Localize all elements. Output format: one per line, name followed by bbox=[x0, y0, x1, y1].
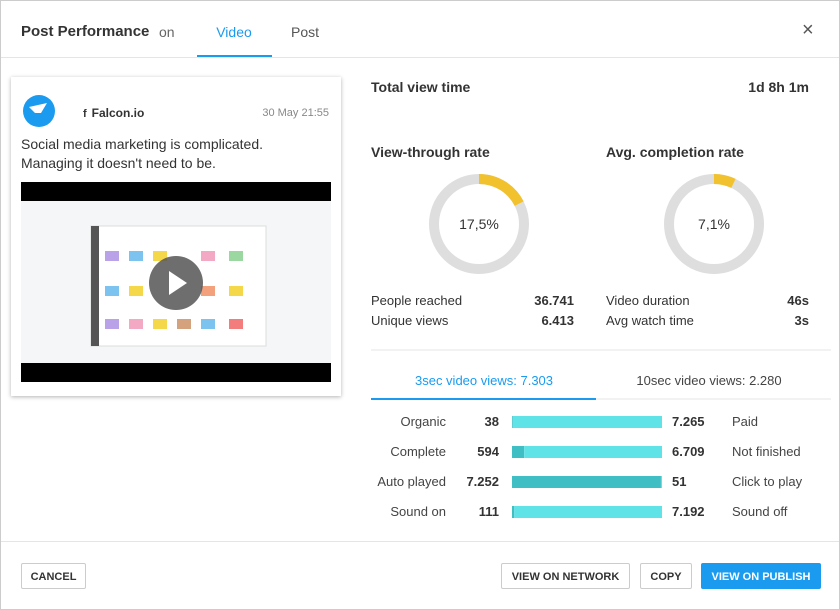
thumb-tiles bbox=[105, 251, 243, 329]
stat-value: 1d 8h 1m bbox=[748, 79, 809, 95]
view-tab[interactable]: 10sec video views: 2.280 bbox=[636, 373, 782, 388]
close-button[interactable]: × bbox=[802, 19, 814, 41]
split-value: 7.252 bbox=[466, 474, 499, 489]
bar-left bbox=[512, 416, 513, 428]
network-name: f Falcon.io bbox=[83, 106, 145, 120]
donut-label: 17,5% bbox=[459, 216, 499, 232]
bar-left bbox=[512, 476, 661, 488]
split-name: Not finished bbox=[732, 444, 801, 459]
split-name: Organic bbox=[400, 414, 446, 429]
rate-title: View-through rate bbox=[371, 144, 490, 160]
divider bbox=[1, 541, 839, 542]
split-value: 38 bbox=[484, 414, 499, 429]
divider bbox=[1, 57, 839, 58]
split-value: 6.709 bbox=[672, 444, 705, 459]
donut-arc bbox=[664, 174, 764, 274]
stat-value: 46s bbox=[787, 293, 809, 308]
play-icon bbox=[169, 271, 187, 295]
bar-right bbox=[514, 506, 662, 518]
post-date: 30 May 21:55 bbox=[262, 107, 329, 119]
split-name: Paid bbox=[732, 414, 759, 429]
split-name: Click to play bbox=[732, 474, 803, 489]
video-thumb bbox=[91, 226, 99, 346]
label: on bbox=[159, 24, 175, 40]
donut-label: 7,1% bbox=[698, 216, 730, 232]
stat-label: Total view time bbox=[371, 79, 471, 95]
logo-mark bbox=[29, 103, 47, 113]
split-name: Sound off bbox=[732, 504, 788, 519]
split-name: Sound on bbox=[390, 504, 446, 519]
video-bar bbox=[21, 182, 331, 201]
network: Falcon.io bbox=[91, 106, 145, 120]
split-value: 111 bbox=[478, 504, 499, 519]
bar-left bbox=[512, 446, 525, 458]
video-bar bbox=[21, 363, 331, 382]
cancel-button[interactable]: CANCEL bbox=[21, 563, 86, 589]
stat-name: Video duration bbox=[606, 293, 690, 308]
stat-value: 3s bbox=[794, 313, 809, 328]
split-value: 594 bbox=[477, 444, 499, 459]
rate-title: Avg. completion rate bbox=[606, 144, 744, 160]
donut-arc bbox=[429, 174, 529, 274]
action-button[interactable]: VIEW ON NETWORK bbox=[501, 563, 630, 589]
action-button[interactable]: COPY bbox=[640, 563, 692, 589]
split-value: 51 bbox=[672, 474, 687, 489]
post-text: Managing it doesn't need to be. bbox=[21, 155, 216, 171]
stat-name: People reached bbox=[371, 293, 463, 308]
stat-value: 6.413 bbox=[541, 313, 574, 328]
title: Post Performance bbox=[21, 23, 150, 40]
split-value: 7.192 bbox=[672, 504, 705, 519]
bar-left bbox=[512, 506, 515, 518]
stat-value: 36.741 bbox=[534, 293, 574, 308]
split-value: 7.265 bbox=[672, 414, 705, 429]
stat-name: Avg watch time bbox=[606, 313, 694, 328]
bar-right bbox=[524, 446, 662, 458]
bar-right bbox=[660, 476, 662, 488]
split-name: Complete bbox=[390, 444, 446, 459]
stat-name: Unique views bbox=[371, 313, 449, 328]
bar-right bbox=[512, 416, 662, 428]
split-name: Auto played bbox=[377, 474, 446, 489]
tab[interactable]: Post bbox=[290, 24, 320, 40]
view-tab[interactable]: 3sec video views: 7.303 bbox=[414, 373, 554, 388]
action-button[interactable]: VIEW ON PUBLISH bbox=[701, 563, 821, 589]
post-text: Social media marketing is complicated. bbox=[21, 136, 263, 152]
tab[interactable]: Video bbox=[216, 24, 252, 40]
